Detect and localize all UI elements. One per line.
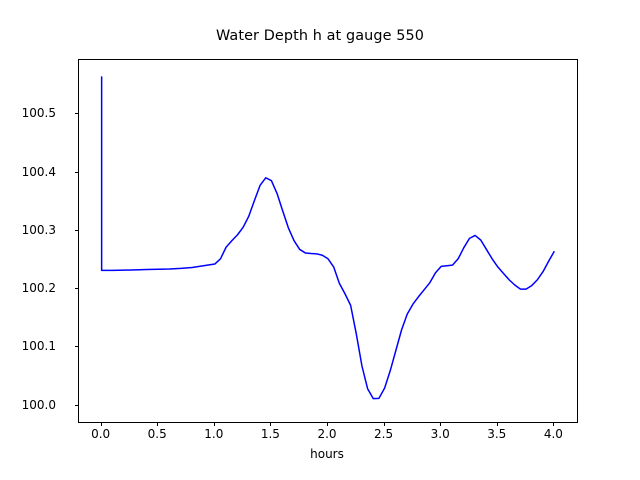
x-tick-mark	[496, 422, 498, 426]
x-tick-mark	[100, 422, 102, 426]
y-tick-mark	[74, 171, 78, 173]
y-tick-label: 100.2	[21, 281, 56, 296]
y-tick-mark	[74, 404, 78, 406]
y-tick-mark	[74, 113, 78, 115]
x-tick-mark	[440, 422, 442, 426]
y-tick-mark	[74, 346, 78, 348]
y-tick-label: 100.3	[21, 222, 56, 237]
plot-line-svg	[100, 76, 556, 400]
x-tick-mark	[553, 422, 555, 426]
y-tick-label: 100.0	[21, 397, 56, 412]
y-tick-mark	[74, 229, 78, 231]
x-tick-label: 3.5	[487, 427, 507, 441]
chart-title: Water Depth h at gauge 550	[216, 28, 424, 44]
data-series-line	[100, 76, 556, 400]
x-tick-label: 2.0	[317, 427, 337, 441]
x-tick-label: 1.5	[260, 427, 280, 441]
x-tick-label: 2.5	[374, 427, 394, 441]
y-tick-mark	[74, 288, 78, 290]
x-tick-label: 3.0	[430, 427, 450, 441]
x-tick-label: 0.0	[91, 427, 111, 441]
y-tick-label: 100.1	[21, 339, 56, 354]
x-tick-mark	[157, 422, 159, 426]
y-tick-label: 100.5	[21, 106, 56, 121]
x-tick-label: 1.0	[204, 427, 224, 441]
x-tick-label: 0.5	[147, 427, 167, 441]
plot-area	[78, 59, 578, 423]
x-tick-mark	[383, 422, 385, 426]
x-tick-mark	[213, 422, 215, 426]
x-tick-mark	[327, 422, 328, 426]
x-tick-mark	[270, 422, 272, 426]
x-tick-label: 4.0	[543, 427, 563, 441]
x-axis-label: hours	[310, 447, 344, 461]
y-tick-label: 100.4	[21, 164, 56, 179]
